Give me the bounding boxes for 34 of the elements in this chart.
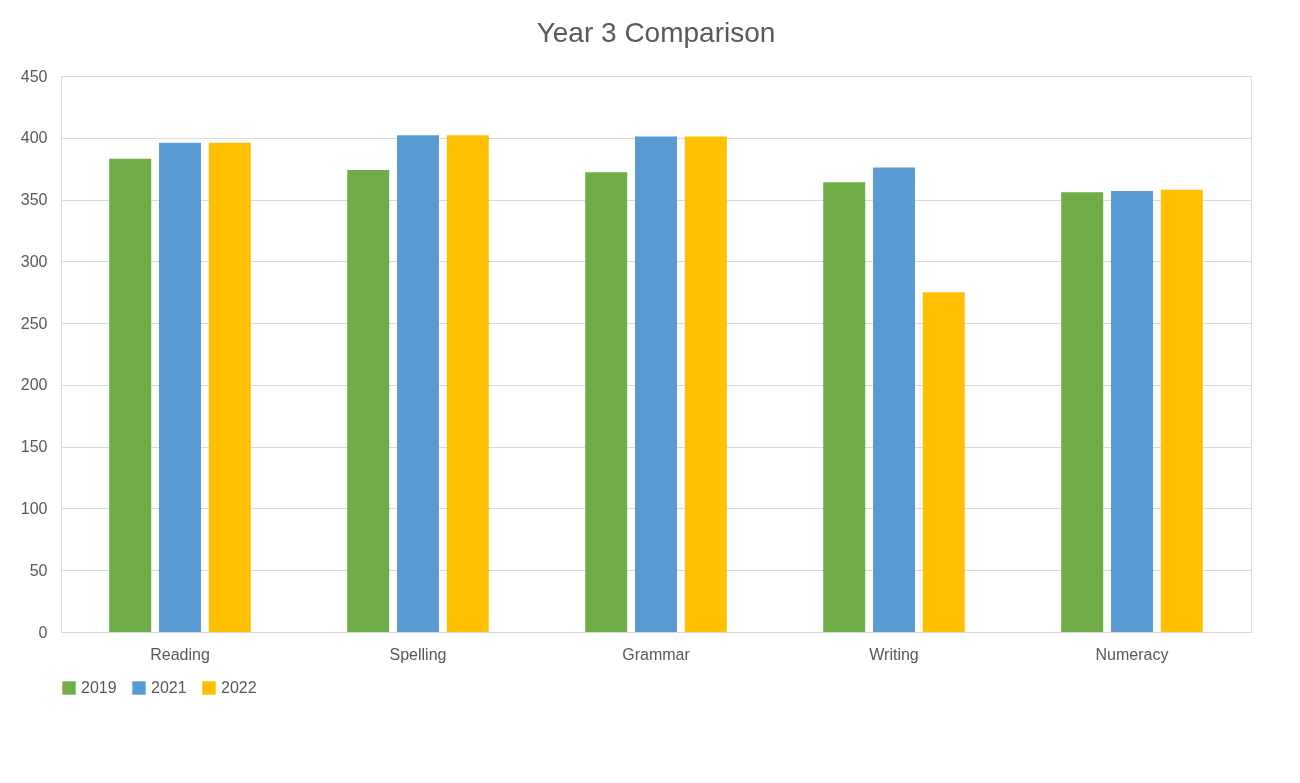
y-tick-label: 50: [29, 561, 48, 579]
legend-label: 2019: [81, 679, 117, 696]
bar: [873, 167, 915, 632]
y-tick-label: 400: [20, 129, 48, 147]
x-tick-label: Numeracy: [1095, 645, 1169, 663]
x-tick-label: Grammar: [622, 645, 691, 663]
y-tick-label: 100: [20, 499, 48, 517]
legend-label: 2021: [151, 679, 187, 696]
bar: [922, 292, 965, 632]
chart-title: Year 3 Comparison: [536, 17, 776, 48]
bar: [208, 142, 251, 632]
bar: [109, 158, 152, 632]
bar: [159, 142, 201, 632]
bar: [635, 136, 677, 632]
y-tick-label: 0: [38, 623, 48, 641]
bar: [585, 172, 628, 632]
x-tick-label: Writing: [869, 645, 919, 663]
bar: [347, 169, 390, 632]
y-tick-label: 150: [20, 438, 48, 456]
y-tick-label: 350: [20, 191, 48, 209]
x-tick-label: Reading: [150, 645, 210, 663]
legend-label: 2022: [221, 679, 257, 696]
bar: [1061, 192, 1104, 632]
bar: [1160, 189, 1203, 632]
bar: [823, 182, 866, 632]
y-tick-label: 250: [20, 314, 48, 332]
bar: [1111, 190, 1153, 632]
bar: [446, 135, 489, 632]
y-tick-label: 300: [20, 252, 48, 270]
x-tick-label: Spelling: [389, 645, 447, 663]
bar: [397, 135, 439, 632]
bar: [684, 136, 727, 632]
y-tick-label: 200: [20, 376, 48, 394]
y-tick-label: 450: [20, 67, 48, 85]
